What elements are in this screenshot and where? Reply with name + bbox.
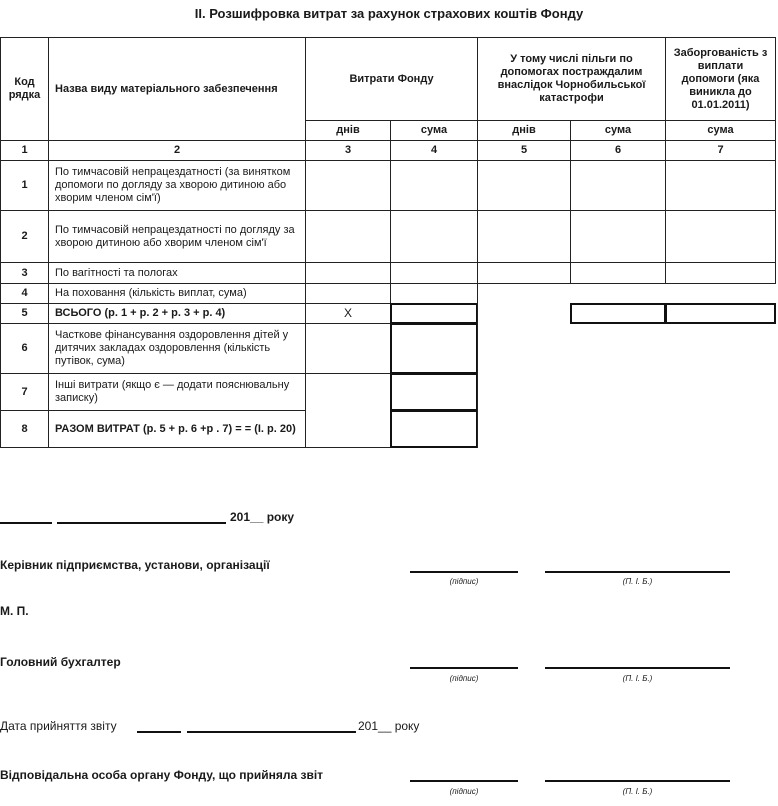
input-cell[interactable] (390, 410, 478, 448)
divider (477, 283, 478, 448)
day-field[interactable] (0, 522, 52, 524)
row-code: 1 (0, 160, 49, 211)
name-caption: (П. І. Б.) (622, 577, 653, 586)
input-cell[interactable] (570, 210, 666, 263)
col-number: 1 (0, 140, 49, 161)
input-cell[interactable] (665, 262, 776, 284)
signature-caption: (підпис) (449, 674, 479, 683)
input-cell[interactable] (390, 323, 478, 374)
row-name: Інші витрати (якщо є — додати пояснюваль… (48, 373, 306, 411)
subheader-sum: сума (390, 120, 478, 141)
acceptance-month-field[interactable] (187, 731, 356, 733)
input-cell[interactable] (390, 210, 478, 263)
col-number: 6 (570, 140, 666, 161)
accountant-name-field[interactable] (545, 667, 730, 669)
input-cell[interactable] (390, 373, 478, 411)
col-number: 3 (305, 140, 391, 161)
input-cell[interactable] (477, 210, 571, 263)
row-code: 4 (0, 283, 49, 304)
input-cell[interactable] (665, 160, 776, 211)
subheader-sum: сума (570, 120, 666, 141)
accountant-label: Головний бухгалтер (0, 655, 121, 669)
row-code: 7 (0, 373, 49, 411)
row-name: По вагітності та пологах (48, 262, 306, 284)
header-fund-expenses: Витрати Фонду (305, 37, 478, 121)
col-number: 4 (390, 140, 478, 161)
input-cell[interactable] (477, 160, 571, 211)
row-code: 8 (0, 410, 49, 448)
manager-name-field[interactable] (545, 571, 730, 573)
row-code: 6 (0, 323, 49, 374)
row-code: 5 (0, 303, 49, 324)
input-cell[interactable] (305, 210, 391, 263)
input-cell[interactable] (570, 303, 666, 324)
input-cell[interactable] (305, 160, 391, 211)
header-code: Код рядка (0, 37, 49, 141)
row-name: По тимчасовій непрацездатності по догляд… (48, 210, 306, 263)
name-caption: (П. І. Б.) (622, 787, 653, 796)
days-x-cell: X (305, 303, 391, 324)
header-chernobyl: У тому числі пільги по допомогах постраж… (477, 37, 666, 121)
name-caption: (П. І. Б.) (622, 674, 653, 683)
input-cell[interactable] (305, 283, 391, 304)
input-cell[interactable] (390, 283, 478, 304)
col-number: 2 (48, 140, 306, 161)
row-name: ВСЬОГО (р. 1 + р. 2 + р. 3 + р. 4) (48, 303, 306, 324)
col-number: 7 (665, 140, 776, 161)
merged-empty-cell (305, 373, 391, 448)
input-cell[interactable] (305, 323, 391, 374)
input-cell[interactable] (305, 262, 391, 284)
input-cell[interactable] (390, 303, 478, 324)
accountant-signature-field[interactable] (410, 667, 518, 669)
month-field[interactable] (57, 522, 226, 524)
subheader-days: днів (305, 120, 391, 141)
signature-caption: (підпис) (449, 577, 479, 586)
row-name: РАЗОМ ВИТРАТ (р. 5 + р. 6 +р . 7) = = (І… (48, 410, 306, 448)
acceptance-year-label: 201__ року (358, 719, 420, 733)
row-name: Часткове фінансування оздоровлення дітей… (48, 323, 306, 374)
col-number: 5 (477, 140, 571, 161)
responsible-name-field[interactable] (545, 780, 730, 782)
year-label: 201__ року (230, 510, 295, 524)
responsible-signature-field[interactable] (410, 780, 518, 782)
input-cell[interactable] (570, 160, 666, 211)
responsible-label: Відповідальна особа органу Фонду, що при… (0, 768, 324, 782)
acceptance-day-field[interactable] (137, 731, 181, 733)
row-code: 2 (0, 210, 49, 263)
input-cell[interactable] (665, 303, 776, 324)
subheader-sum: сума (665, 120, 776, 141)
input-cell[interactable] (570, 262, 666, 284)
row-name: По тимчасовій непрацездатності (за винят… (48, 160, 306, 211)
acceptance-date-label: Дата прийняття звіту (0, 719, 117, 733)
signature-caption: (підпис) (449, 787, 479, 796)
section-title: II. Розшифровка витрат за рахунок страхо… (194, 6, 584, 21)
input-cell[interactable] (477, 262, 571, 284)
input-cell[interactable] (390, 160, 478, 211)
header-arrears: Заборгованість з виплати допомоги (яка в… (665, 37, 776, 121)
header-name: Назва виду матеріального забезпечення (48, 37, 306, 141)
row-code: 3 (0, 262, 49, 284)
stamp-label: М. П. (0, 604, 29, 618)
row-name: На поховання (кількість виплат, сума) (48, 283, 306, 304)
input-cell[interactable] (665, 210, 776, 263)
manager-signature-field[interactable] (410, 571, 518, 573)
manager-label: Керівник підприємства, установи, організ… (0, 558, 270, 572)
subheader-days: днів (477, 120, 571, 141)
input-cell[interactable] (390, 262, 478, 284)
